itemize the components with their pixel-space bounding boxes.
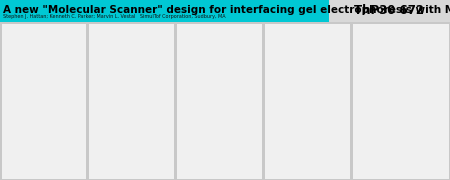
Bar [1, 24, 86, 179]
Text: A new "Molecular Scanner" design for interfacing gel electrophoresis with MALDI-: A new "Molecular Scanner" design for int… [3, 5, 450, 15]
Text: Stephen J. Hattan; Kenneth C. Parker; Marvin L. Vestal   SimulTof Corporation, S: Stephen J. Hattan; Kenneth C. Parker; Ma… [3, 14, 225, 19]
Bar [89, 24, 174, 179]
Text: ThP30 672: ThP30 672 [354, 4, 424, 17]
Bar [265, 24, 350, 179]
Bar [0, 0, 328, 22]
Bar [328, 0, 450, 22]
Bar [352, 24, 449, 179]
Bar [177, 24, 262, 179]
